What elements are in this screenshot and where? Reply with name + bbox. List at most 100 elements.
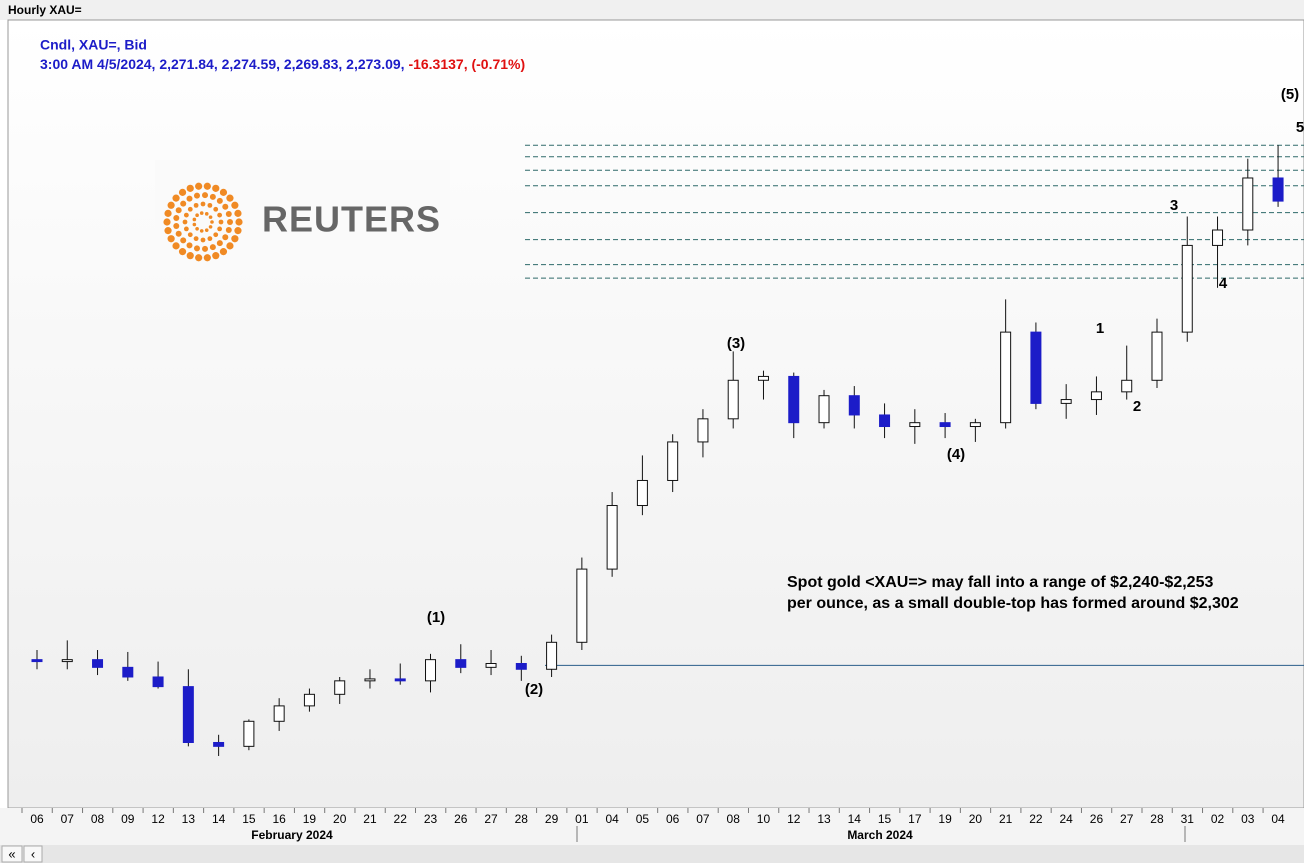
wave-label: (2) <box>525 681 543 698</box>
logo-dot <box>208 225 213 229</box>
logo-dot <box>164 209 172 217</box>
candle-body <box>1242 177 1254 231</box>
scroll-left-button[interactable] <box>23 845 43 863</box>
x-tick-label: 17 <box>908 812 922 826</box>
logo-dot <box>182 219 188 225</box>
logo-dot <box>219 188 228 196</box>
candle-body <box>152 676 164 688</box>
x-tick-label: 13 <box>817 812 831 826</box>
x-tick-label: 14 <box>212 812 226 826</box>
scroll-start-icon: « <box>8 846 15 861</box>
x-tick-label: 26 <box>454 812 468 826</box>
x-tick-label: 12 <box>787 812 801 826</box>
logo-dot <box>187 232 193 238</box>
x-tick-label: 04 <box>605 812 619 826</box>
x-tick-label: 06 <box>666 812 680 826</box>
x-tick-label: 16 <box>272 812 286 826</box>
candle-body <box>606 505 618 570</box>
x-tick-label: 12 <box>151 812 165 826</box>
candle-body <box>818 395 830 424</box>
logo-dot <box>231 201 239 209</box>
x-tick-label: 13 <box>182 812 196 826</box>
logo-dot <box>217 226 223 232</box>
candle-body <box>394 678 406 682</box>
logo-dot <box>178 188 187 196</box>
x-tick-label: 01 <box>575 812 589 826</box>
wave-label: 3 <box>1170 197 1178 214</box>
x-tick-label: 07 <box>61 812 75 826</box>
logo-dot <box>199 229 204 233</box>
wave-label: (4) <box>947 446 965 463</box>
logo-dot <box>202 192 209 199</box>
logo-dot <box>213 232 219 238</box>
x-tick-label: 21 <box>363 812 377 826</box>
x-tick-label: 07 <box>696 812 710 826</box>
candle-body <box>697 418 709 443</box>
logo-dot <box>219 248 228 256</box>
scrollbar[interactable] <box>0 845 1304 863</box>
candle-body <box>122 666 134 678</box>
candle-body <box>455 659 467 668</box>
logo-dot <box>195 227 199 231</box>
legend-quote: 3:00 AM 4/5/2024, 2,271.84, 2,274.59, 2,… <box>40 56 525 72</box>
candle-body <box>425 659 437 682</box>
x-tick-label: 02 <box>1211 812 1225 826</box>
candle-body <box>1000 331 1012 424</box>
candle-body <box>31 659 43 663</box>
logo-dot <box>210 220 214 224</box>
x-tick-label: 09 <box>121 812 135 826</box>
x-tick-label: 06 <box>30 812 44 826</box>
logo-dot <box>167 235 175 243</box>
x-tick-label: 22 <box>394 812 408 826</box>
logo-dot <box>186 242 193 249</box>
logo-dot <box>203 182 211 190</box>
logo-dot <box>193 192 200 199</box>
logo-dot <box>193 202 199 208</box>
wave-label: 5 <box>1296 119 1304 136</box>
x-tick-label: 15 <box>878 812 892 826</box>
candle-body <box>909 422 921 428</box>
annotation: Spot gold <XAU=> may fall into a range o… <box>787 574 1213 591</box>
logo-dot <box>227 219 233 225</box>
logo-dot <box>180 200 187 207</box>
x-tick-label: 27 <box>484 812 498 826</box>
wave-label: (5) <box>1281 86 1299 103</box>
candle-body <box>1181 244 1193 333</box>
wave-label: 4 <box>1219 275 1228 292</box>
logo-dot <box>222 234 229 241</box>
change: -16.3137, (-0.71%) <box>408 56 525 72</box>
logo-dot <box>207 202 213 208</box>
x-tick-label: 03 <box>1241 812 1255 826</box>
logo-dot <box>200 237 206 243</box>
month-label: March 2024 <box>847 828 913 842</box>
logo-dot <box>217 212 223 218</box>
x-tick-label: 08 <box>91 812 105 826</box>
x-tick-label: 04 <box>1271 812 1285 826</box>
candle-body <box>576 568 588 643</box>
logo-dot <box>192 222 197 227</box>
candle-body <box>879 414 891 428</box>
logo-dot <box>216 197 223 204</box>
logo-dot <box>193 245 200 252</box>
logo-dot <box>172 242 180 250</box>
x-tick-label: 27 <box>1120 812 1134 826</box>
candle-body <box>667 441 679 481</box>
logo-dot <box>187 206 193 212</box>
candle-body <box>1030 331 1042 404</box>
candle-body <box>1090 391 1102 401</box>
logo-dot <box>231 235 239 243</box>
logo-dot <box>173 214 180 221</box>
wave-label: 1 <box>1096 320 1104 337</box>
candle-body <box>334 680 346 695</box>
candle-body <box>1121 379 1133 393</box>
logo-dot <box>199 211 204 215</box>
scroll-start-button[interactable] <box>1 845 23 863</box>
x-tick-label: 28 <box>1150 812 1164 826</box>
logo-dot <box>200 201 206 207</box>
candle-body <box>939 422 951 428</box>
logo-dot <box>175 230 182 237</box>
month-label: February 2024 <box>251 828 333 842</box>
candle-body <box>636 479 648 507</box>
logo-dot <box>192 217 197 222</box>
